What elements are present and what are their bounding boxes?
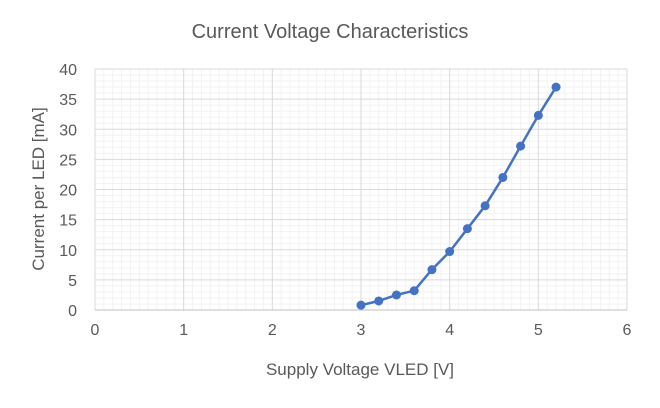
data-point (533, 110, 543, 120)
x-tick-label: 3 (357, 322, 366, 339)
data-point (445, 247, 455, 257)
y-tick-label: 30 (59, 122, 77, 139)
data-point (480, 201, 490, 211)
x-axis-tick-labels: 0 1 2 3 4 5 6 (91, 322, 632, 339)
data-point (551, 82, 561, 92)
x-tick-label: 2 (268, 322, 277, 339)
x-axis-label: Supply Voltage VLED [V] (266, 360, 454, 379)
data-point (516, 141, 526, 151)
data-point (374, 296, 384, 306)
data-point (462, 224, 472, 234)
series-layer (356, 82, 561, 310)
y-tick-label: 10 (59, 243, 77, 260)
data-point (498, 172, 508, 182)
data-point (391, 290, 401, 300)
data-point (427, 265, 437, 275)
y-tick-label: 40 (59, 62, 77, 79)
x-tick-label: 4 (445, 322, 454, 339)
x-tick-label: 6 (623, 322, 632, 339)
data-point (409, 286, 419, 296)
data-point (356, 300, 366, 310)
chart-title: Current Voltage Characteristics (192, 21, 469, 43)
major-gridlines (94, 68, 628, 311)
x-tick-label: 5 (534, 322, 543, 339)
x-tick-label: 0 (91, 322, 100, 339)
y-tick-label: 15 (59, 213, 77, 230)
y-tick-label: 35 (59, 92, 77, 109)
y-tick-label: 25 (59, 152, 77, 169)
y-tick-label: 0 (68, 303, 77, 320)
y-tick-label: 20 (59, 183, 77, 200)
y-axis-tick-labels: 0 5 10 15 20 25 30 35 40 (59, 62, 77, 320)
y-axis-label: Current per LED [mA] (29, 107, 48, 270)
x-tick-label: 1 (179, 322, 188, 339)
y-tick-label: 5 (68, 273, 77, 290)
